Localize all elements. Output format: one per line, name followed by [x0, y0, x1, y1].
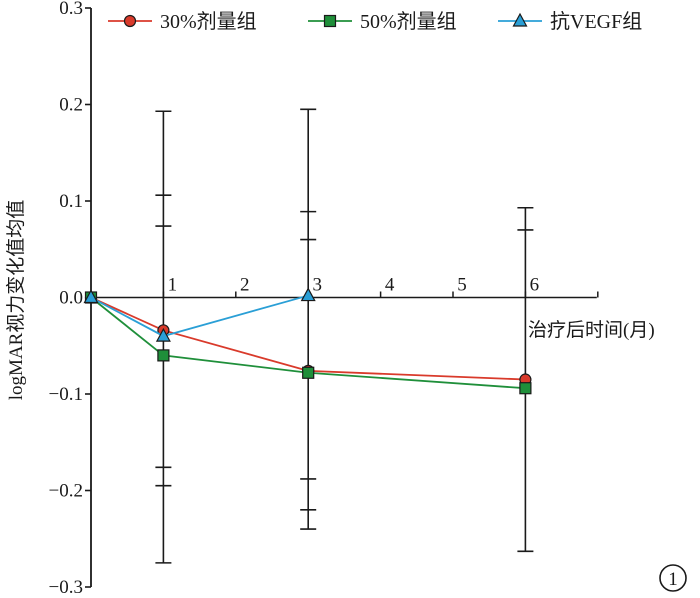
- y-tick-label: 0.2: [59, 95, 83, 116]
- y-tick-label: −0.3: [49, 577, 83, 598]
- data-point: [300, 287, 316, 302]
- legend-label: 50%剂量组: [360, 10, 457, 33]
- y-tick-label: 0.1: [59, 191, 83, 212]
- data-series: [83, 287, 316, 342]
- data-point: [302, 366, 315, 379]
- y-tick-label: 0.3: [59, 0, 83, 19]
- panel-label-text: 1: [668, 569, 678, 590]
- legend-item: 50%剂量组: [308, 10, 457, 33]
- legend-label: 30%剂量组: [160, 10, 257, 33]
- error-bars: [155, 108, 534, 564]
- data-point: [323, 14, 337, 28]
- y-tick-label: 0.0: [59, 288, 83, 309]
- x-tick-label: 5: [457, 275, 467, 296]
- x-axis-label: 治疗后时间(月): [528, 319, 655, 341]
- data-point: [123, 14, 137, 28]
- panel-label-circle: [659, 564, 687, 592]
- legend: 30%剂量组 50%剂量组 抗VEGF组: [108, 10, 642, 33]
- x-tick-label: 4: [385, 275, 395, 296]
- data-point: [157, 349, 170, 362]
- series-line: [90, 296, 526, 390]
- data-point: [519, 382, 532, 395]
- x-tick-label: 1: [168, 275, 178, 296]
- series-line: [90, 296, 526, 381]
- series-line: [90, 294, 309, 338]
- legend-item: 抗VEGF组: [498, 10, 642, 33]
- series-layer: [83, 287, 532, 395]
- panel-label: 1: [659, 564, 687, 592]
- axes: 0.3 0.2 0.1 0.0 −0.1 −0.2 −0.3 1 2 3 4 5 6: [49, 0, 599, 598]
- y-tick-label: −0.1: [49, 384, 83, 405]
- y-tick-label: −0.2: [49, 481, 83, 502]
- data-point: [512, 12, 528, 27]
- x-tick-label: 3: [312, 275, 322, 296]
- x-tick-label: 6: [530, 275, 540, 296]
- data-point: [155, 327, 171, 342]
- data-point: [83, 289, 99, 304]
- legend-label: 抗VEGF组: [550, 10, 642, 33]
- x-tick-label: 2: [240, 275, 250, 296]
- y-axis-label: logMAR视力变化值均值: [5, 200, 27, 401]
- legend-item: 30%剂量组: [108, 10, 257, 33]
